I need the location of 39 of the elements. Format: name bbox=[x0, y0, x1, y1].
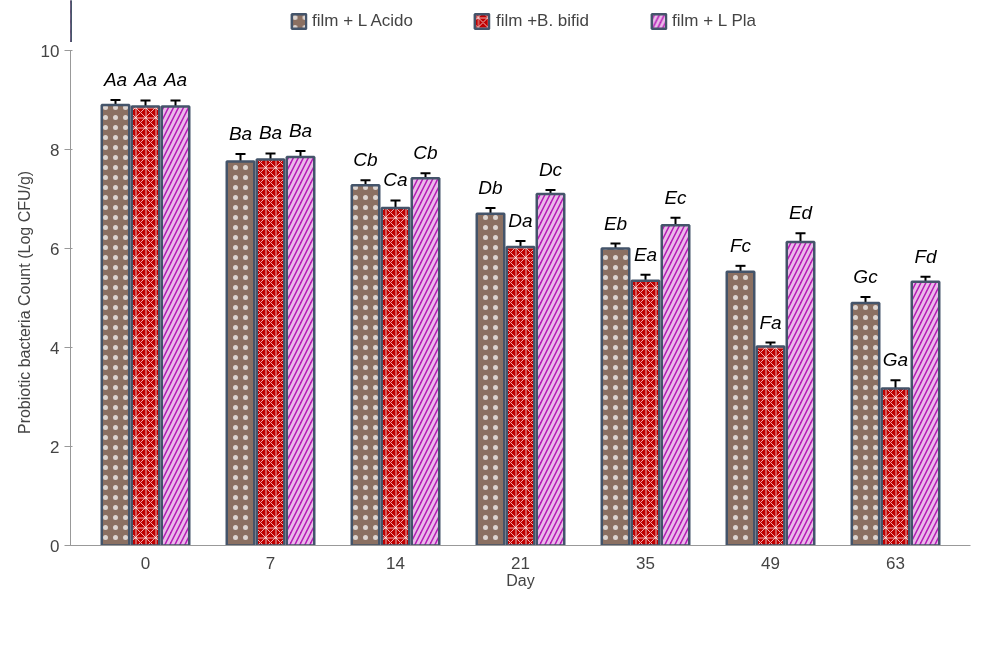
legend-label: film + L Pla bbox=[672, 11, 756, 31]
data-label: Ga bbox=[882, 349, 909, 371]
data-label: Ba bbox=[258, 122, 283, 144]
data-label: Cb bbox=[413, 142, 438, 164]
data-label: Da bbox=[508, 210, 533, 232]
x-tick-label: 63 bbox=[886, 553, 905, 573]
data-label: Aa bbox=[102, 69, 128, 90]
y-tick-label: 8 bbox=[50, 140, 60, 160]
data-label: Gc bbox=[853, 266, 879, 288]
x-tick-label: 35 bbox=[636, 553, 655, 573]
data-label: Ed bbox=[788, 202, 814, 224]
data-label: Aa bbox=[162, 69, 188, 91]
x-tick-label: 14 bbox=[386, 553, 405, 573]
y-tick-label: 0 bbox=[50, 536, 60, 556]
y-tick-label: 10 bbox=[40, 41, 60, 61]
y-tick-label: 2 bbox=[50, 437, 60, 457]
x-tick-label: 0 bbox=[140, 553, 151, 573]
data-label: Ca bbox=[383, 169, 408, 191]
data-label: Fc bbox=[729, 234, 752, 256]
legend-label: film +B. bifid bbox=[495, 11, 590, 31]
y-tick-label: 4 bbox=[50, 338, 60, 358]
x-tick-label: 49 bbox=[761, 553, 780, 573]
x-tick-label: 7 bbox=[265, 553, 276, 573]
data-label: Dc bbox=[538, 159, 563, 181]
data-label: Ec bbox=[664, 186, 688, 208]
data-label: Aa bbox=[132, 69, 158, 91]
data-label: Ba bbox=[228, 122, 253, 144]
data-label: Ea bbox=[633, 243, 658, 265]
data-label: Eb bbox=[603, 212, 628, 234]
y-tick-label: 6 bbox=[50, 239, 60, 259]
x-axis-title: Day bbox=[506, 571, 535, 589]
data-label: Ba bbox=[288, 119, 313, 141]
data-label: Fd bbox=[914, 245, 939, 267]
legend-label: film + L Acido bbox=[312, 11, 413, 31]
data-label: Cb bbox=[353, 149, 378, 171]
x-tick-label: 21 bbox=[511, 553, 530, 573]
data-label: Db bbox=[478, 176, 503, 198]
data-label: Fa bbox=[759, 311, 782, 333]
y-axis-title: Probiotic bacteria Count (Log CFU/g) bbox=[15, 170, 33, 435]
